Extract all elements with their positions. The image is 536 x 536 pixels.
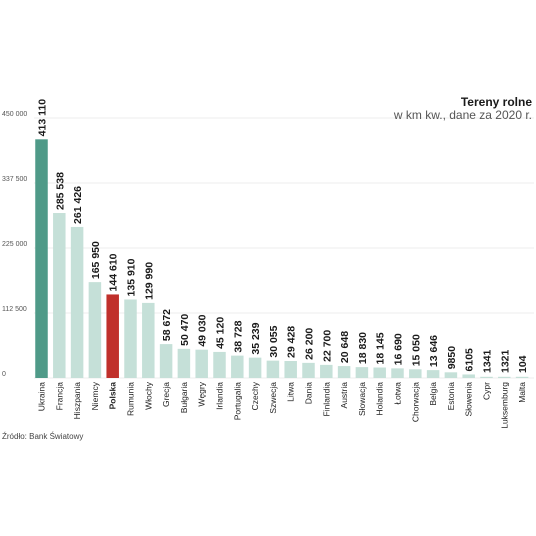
- bar-19: [373, 367, 386, 378]
- category-label-17: Austria: [339, 382, 349, 409]
- bar-24: [462, 374, 475, 378]
- bar-22: [426, 370, 440, 378]
- category-label-15: Dania: [304, 382, 314, 404]
- bars: [35, 139, 529, 378]
- category-label-9: Węgry: [197, 381, 207, 406]
- value-label-22: 13 646: [428, 335, 440, 367]
- category-label-26: Luksemburg: [499, 382, 509, 429]
- value-label-18: 18 830: [357, 332, 369, 364]
- value-label-16: 22 700: [321, 330, 333, 362]
- value-label-25: 1341: [482, 349, 494, 373]
- bar-21: [409, 369, 422, 378]
- y-tick-label: 0: [2, 371, 6, 378]
- value-label-24: 6105: [464, 348, 476, 372]
- category-label-27: Malta: [517, 382, 527, 403]
- category-label-21: Chorwacja: [410, 382, 420, 422]
- value-label-23: 9850: [446, 346, 458, 370]
- bar-3: [88, 282, 102, 378]
- bar-23: [444, 372, 458, 378]
- value-label-13: 30 055: [268, 325, 280, 357]
- category-label-19: Holandia: [375, 382, 385, 416]
- category-label-2: Hiszpania: [72, 382, 82, 420]
- value-label-1: 285 538: [54, 172, 66, 210]
- bar-26: [498, 376, 511, 378]
- bar-15: [302, 362, 315, 378]
- category-label-10: Irlandia: [215, 382, 225, 410]
- value-label-11: 38 728: [232, 320, 244, 352]
- value-label-9: 49 030: [197, 314, 209, 346]
- value-label-0: 413 110: [37, 99, 49, 137]
- y-axis-ticks: 450 000 337 500 225 000 112 500 0: [2, 111, 27, 378]
- value-label-12: 35 239: [250, 322, 262, 354]
- category-label-3: Niemcy: [90, 381, 100, 410]
- category-label-16: Finlandia: [321, 382, 331, 417]
- category-label-0: Ukraina: [37, 382, 47, 412]
- category-label-7: Grecja: [161, 382, 171, 407]
- value-labels: 413 110 285 538 261 426 165 950 144 610 135 9…: [37, 99, 530, 373]
- category-label-23: Estonia: [446, 382, 456, 411]
- value-label-26: 1321: [499, 349, 511, 373]
- category-label-22: Belgia: [428, 382, 438, 406]
- value-label-6: 129 990: [143, 262, 155, 300]
- y-tick-label: 337 500: [2, 176, 27, 183]
- value-label-27: 104: [517, 355, 529, 373]
- value-label-2: 261 426: [72, 186, 84, 224]
- value-label-7: 58 672: [161, 309, 173, 341]
- category-label-25: Cypr: [482, 382, 492, 400]
- category-label-1: Francja: [54, 382, 64, 411]
- category-label-24: Słowenia: [464, 382, 474, 417]
- chart-subtitle: w km kw., dane za 2020 r.: [393, 108, 532, 122]
- source-note: Źródło: Bank Światowy: [2, 432, 84, 441]
- bar-18: [355, 367, 369, 378]
- category-label-13: Szwecja: [268, 382, 278, 414]
- value-label-3: 165 950: [90, 241, 102, 279]
- chart-title: Tereny rolne: [460, 95, 532, 109]
- value-label-14: 29 428: [286, 326, 298, 358]
- bar-12: [248, 357, 262, 378]
- category-label-18: Słowacja: [357, 382, 367, 416]
- bar-16: [320, 364, 333, 378]
- value-label-21: 15 050: [410, 334, 422, 366]
- value-label-5: 135 910: [126, 258, 138, 296]
- value-label-10: 45 120: [215, 317, 227, 349]
- bar-8: [177, 348, 191, 378]
- value-label-20: 16 690: [393, 333, 405, 365]
- value-label-4: 144 610: [108, 253, 120, 291]
- bar-14: [284, 360, 297, 378]
- bar-0: [35, 139, 48, 378]
- value-label-8: 50 470: [179, 314, 191, 346]
- category-label-4: Polska: [108, 382, 118, 410]
- category-label-12: Czechy: [250, 381, 260, 410]
- bar-20: [391, 368, 404, 378]
- bar-1: [53, 213, 66, 378]
- bar-27: [515, 376, 529, 378]
- bar-6: [142, 302, 155, 378]
- bar-2: [70, 226, 84, 378]
- bar-9: [195, 349, 208, 378]
- category-label-6: Włochy: [143, 381, 153, 410]
- bar-11: [231, 355, 244, 378]
- bar-4: [106, 294, 119, 378]
- y-tick-label: 225 000: [2, 241, 27, 248]
- y-tick-label: 112 500: [2, 306, 27, 313]
- category-labels: Ukraina Francja Hiszpania Niemcy Polska Rumun…: [37, 381, 528, 429]
- bar-13: [266, 360, 280, 378]
- category-label-11: Portugalia: [232, 382, 242, 421]
- category-label-5: Rumunia: [126, 382, 136, 416]
- value-label-17: 20 648: [339, 331, 351, 363]
- bar-7: [159, 344, 173, 378]
- bar-25: [480, 376, 493, 378]
- category-label-8: Bułgaria: [179, 382, 189, 413]
- bar-17: [337, 366, 351, 378]
- y-tick-label: 450 000: [2, 111, 27, 118]
- value-label-19: 18 145: [375, 332, 387, 364]
- bar-10: [213, 351, 226, 378]
- category-label-14: Litwa: [286, 382, 296, 402]
- bar-5: [124, 299, 137, 378]
- value-label-15: 26 200: [304, 328, 316, 360]
- category-label-20: Łotwa: [393, 382, 403, 405]
